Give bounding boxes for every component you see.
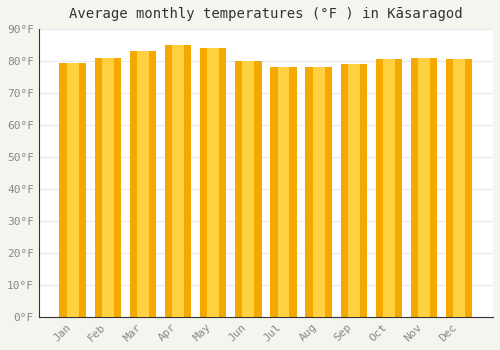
Bar bbox=[60, 63, 86, 317]
Bar bbox=[130, 51, 156, 317]
Bar bbox=[348, 64, 360, 317]
Bar bbox=[340, 64, 367, 317]
Bar bbox=[376, 60, 402, 317]
Bar bbox=[242, 61, 254, 317]
Bar bbox=[137, 51, 149, 317]
Bar bbox=[102, 58, 114, 317]
Bar bbox=[208, 48, 219, 317]
Bar bbox=[94, 58, 121, 317]
Bar bbox=[278, 68, 289, 317]
Bar bbox=[383, 60, 395, 317]
Bar bbox=[454, 60, 465, 317]
Bar bbox=[312, 68, 324, 317]
Bar bbox=[270, 68, 296, 317]
Bar bbox=[200, 48, 226, 317]
Bar bbox=[66, 63, 78, 317]
Bar bbox=[165, 45, 191, 317]
Bar bbox=[172, 45, 184, 317]
Title: Average monthly temperatures (°F ) in Kāsaragod: Average monthly temperatures (°F ) in Kā… bbox=[69, 7, 462, 21]
Bar bbox=[411, 58, 438, 317]
Bar bbox=[446, 60, 472, 317]
Bar bbox=[235, 61, 262, 317]
Bar bbox=[418, 58, 430, 317]
Bar bbox=[306, 68, 332, 317]
